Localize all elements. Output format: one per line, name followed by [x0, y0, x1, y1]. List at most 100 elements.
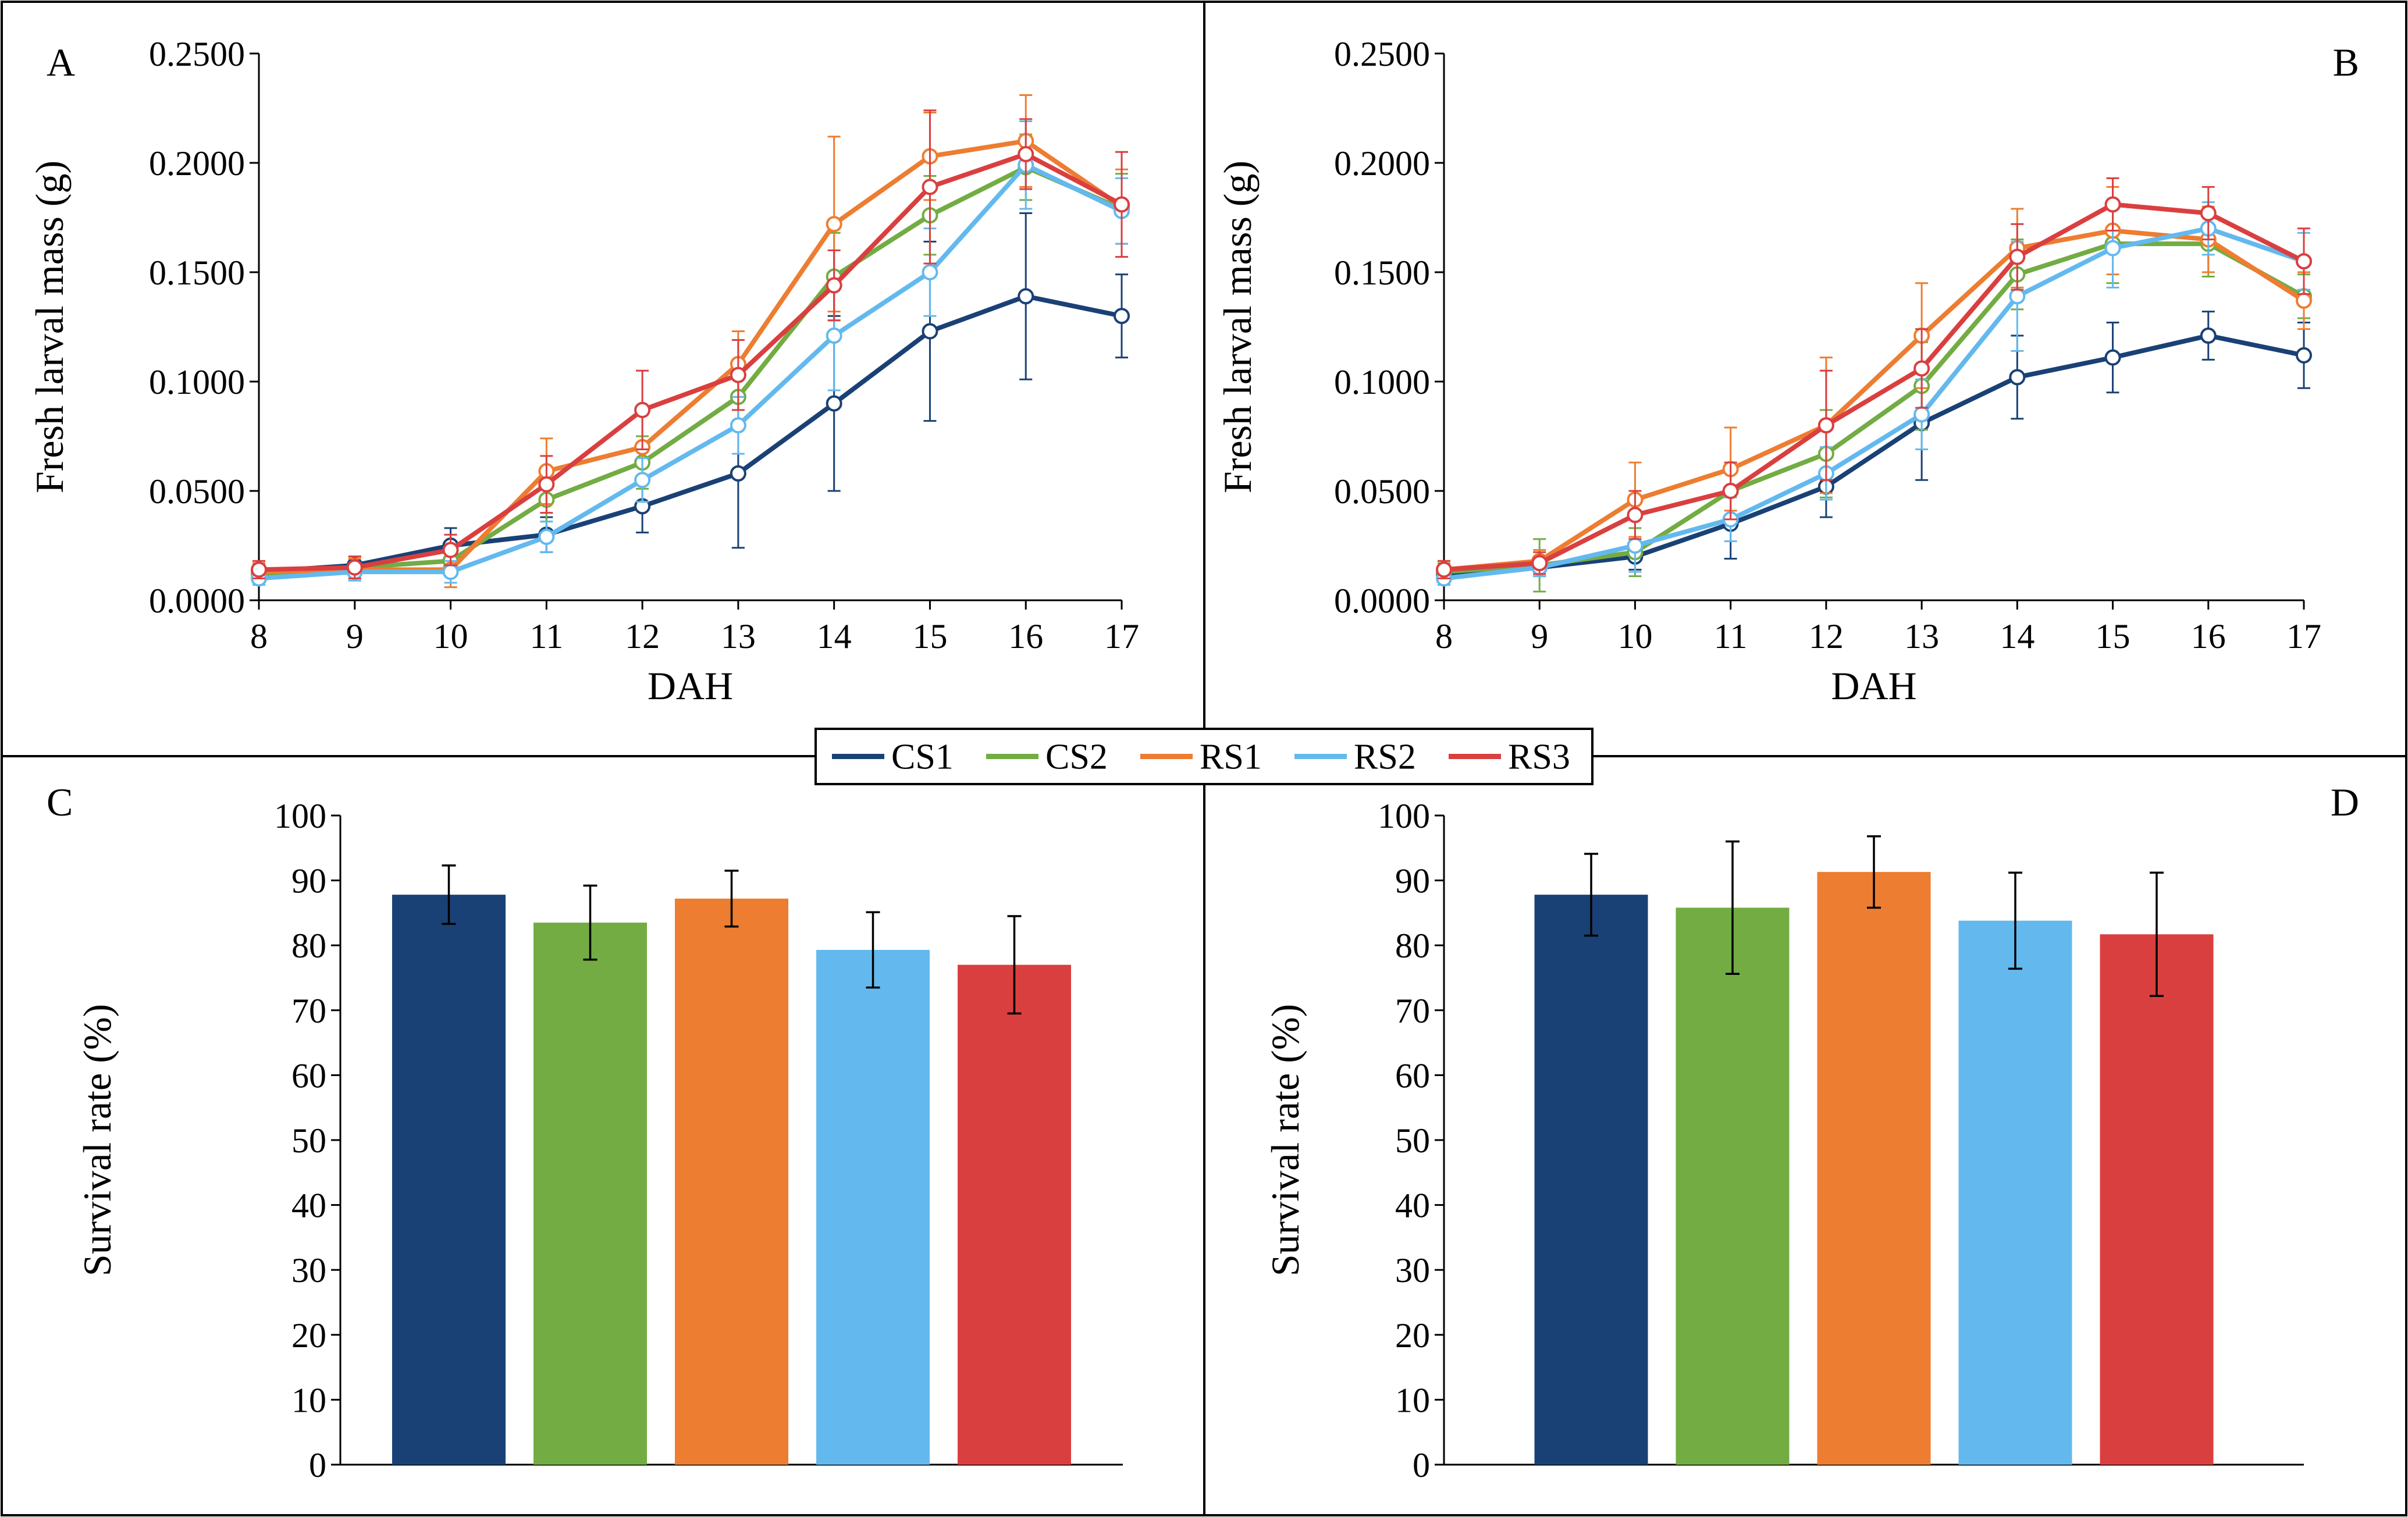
x-tick-label: 16	[2191, 617, 2226, 656]
series-line	[258, 294, 1122, 575]
legend-entry-rs3: RS3	[1508, 738, 1570, 777]
data-point	[634, 401, 651, 418]
data-point	[2009, 248, 2026, 265]
panel-d-bar-chart: D 0 10 20 30 40 50 60 70 80 90 100 Survival rate (%)	[1263, 780, 2359, 1484]
x-tick-label: 16	[1008, 617, 1043, 656]
series-rs3	[1436, 177, 2312, 579]
y-tick-label: 50	[1395, 1121, 1430, 1160]
x-tick-label: 11	[1714, 617, 1748, 656]
data-point	[251, 561, 267, 578]
y-axis-title: Survival rate (%)	[1263, 1004, 1307, 1276]
series-line	[1443, 202, 2305, 572]
y-tick-label: 60	[291, 1056, 326, 1095]
panel-label: B	[2333, 40, 2359, 84]
y-tick-label: 90	[1395, 862, 1430, 900]
bar-rs1	[675, 898, 788, 1465]
panel-c-bar-chart: C 0 10 20 30 40 50 60 70 80 90 100 Survival rate (%)	[47, 780, 1123, 1484]
y-tick-label: 0.2500	[1334, 35, 1430, 73]
data-point	[1018, 145, 1034, 162]
x-tick-label: 14	[2000, 617, 2034, 656]
y-tick-label: 0.2000	[1334, 144, 1430, 183]
y-tick-label: 80	[1395, 927, 1430, 965]
series-line	[1443, 226, 2305, 581]
data-point	[1817, 417, 1834, 434]
data-point	[1913, 406, 1930, 423]
x-tick-label: 8	[250, 617, 268, 656]
y-tick-label: 0	[309, 1446, 326, 1484]
x-tick-label: 12	[625, 617, 660, 656]
panel-a-line-chart: A 0.0000 0.0500 0.1000 0.1500 0.2000 0.2500 Fre…	[27, 35, 1139, 708]
y-tick-label: 90	[291, 862, 326, 900]
bar-cs2	[1676, 907, 1790, 1465]
data-point	[2009, 369, 2026, 386]
series-line	[258, 165, 1123, 576]
y-tick-label: 0.0500	[1334, 472, 1430, 511]
data-point	[1627, 537, 1644, 554]
x-tick-label: 8	[1435, 617, 1453, 656]
data-point	[1114, 308, 1130, 325]
data-point	[826, 395, 842, 412]
x-tick-label: 10	[433, 617, 468, 656]
x-tick-label: 9	[1531, 617, 1548, 656]
data-point	[1913, 360, 1930, 377]
data-point	[730, 417, 746, 434]
x-tick-label: 9	[346, 617, 364, 656]
x-tick-label: 10	[1617, 617, 1652, 656]
data-point	[538, 476, 555, 493]
y-tick-label: 40	[1395, 1187, 1430, 1225]
bar-cs2	[533, 923, 647, 1465]
bar-rs3	[2100, 934, 2214, 1465]
data-point	[2200, 205, 2217, 222]
data-point	[538, 528, 555, 545]
x-tick-label: 14	[817, 617, 852, 656]
y-tick-label: 50	[291, 1121, 326, 1160]
data-point	[2200, 327, 2217, 344]
x-tick-label: 11	[529, 617, 563, 656]
data-point	[1531, 555, 1548, 572]
bar-cs1	[392, 895, 506, 1465]
x-tick-label: 15	[912, 617, 947, 656]
x-axis-title: DAH	[1831, 664, 1916, 708]
y-tick-label: 100	[1378, 797, 1430, 835]
y-axis-title: Survival rate (%)	[75, 1004, 119, 1276]
series-line	[258, 162, 1123, 581]
y-tick-label: 30	[291, 1251, 326, 1290]
data-point	[922, 264, 938, 280]
data-point	[1627, 507, 1644, 524]
data-point	[922, 323, 938, 340]
bar-rs3	[958, 964, 1071, 1465]
y-axis-title: Fresh larval mass (g)	[1215, 161, 1260, 493]
series-line	[258, 151, 1123, 572]
x-tick-label: 13	[721, 617, 756, 656]
data-point	[2104, 240, 2121, 257]
data-point	[730, 465, 746, 482]
y-tick-label: 0.1500	[149, 254, 245, 292]
data-point	[1018, 288, 1034, 305]
data-point	[826, 327, 842, 344]
y-axis-title: Fresh larval mass (g)	[27, 161, 72, 493]
x-axis-title: DAH	[648, 664, 733, 708]
data-point	[346, 559, 363, 576]
panel-label: A	[47, 40, 75, 84]
y-tick-label: 0.1000	[149, 363, 245, 401]
legend-entry-rs1: RS1	[1200, 738, 1262, 777]
y-tick-label: 0.0000	[149, 582, 245, 620]
x-tick-label: 12	[1809, 617, 1844, 656]
bar-rs2	[816, 950, 930, 1465]
bar-rs1	[1817, 872, 1931, 1465]
data-point	[1436, 561, 1452, 578]
y-tick-label: 20	[1395, 1316, 1430, 1355]
y-tick-label: 0.2000	[149, 144, 245, 183]
data-point	[826, 277, 842, 294]
data-point	[634, 472, 651, 489]
y-tick-label: 0	[1413, 1446, 1430, 1484]
y-tick-label: 0.2500	[149, 35, 245, 73]
x-tick-label: 13	[1904, 617, 1939, 656]
data-point	[2296, 253, 2312, 270]
y-tick-label: 0.1000	[1334, 363, 1430, 401]
data-point	[2009, 288, 2026, 305]
y-tick-label: 0.0000	[1334, 582, 1430, 620]
y-tick-label: 60	[1395, 1056, 1430, 1095]
data-point	[2104, 349, 2121, 366]
series-line	[1443, 333, 2304, 576]
